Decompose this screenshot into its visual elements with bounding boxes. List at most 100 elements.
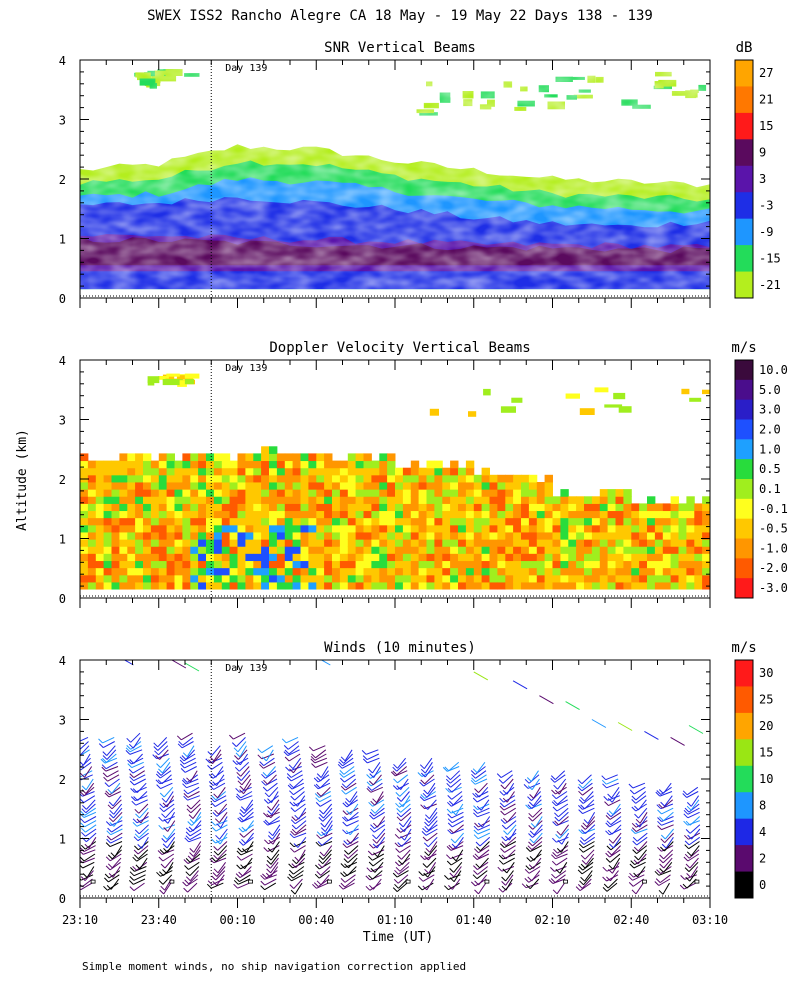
wind-barb-flag bbox=[368, 855, 373, 861]
colorbar-label: 10.0 bbox=[759, 363, 788, 377]
wind-barb-flag bbox=[260, 874, 265, 880]
wind-barb bbox=[481, 816, 491, 828]
doppler-cell bbox=[576, 574, 585, 583]
colorbar-label: -0.5 bbox=[759, 522, 788, 536]
wind-barb-flag bbox=[684, 807, 690, 813]
wind-barb bbox=[80, 882, 93, 891]
wind-barb bbox=[160, 757, 170, 768]
wind-barb-flag bbox=[633, 872, 638, 878]
wind-barb-flag bbox=[320, 827, 326, 832]
wind-barb-flag bbox=[398, 802, 404, 808]
wind-barb bbox=[296, 795, 306, 807]
wind-barb bbox=[85, 782, 95, 794]
wind-barb bbox=[83, 845, 96, 853]
doppler-cell bbox=[576, 581, 585, 590]
doppler-cell bbox=[206, 553, 215, 562]
doppler-cell bbox=[198, 574, 207, 583]
wind-barb-flag bbox=[550, 878, 556, 883]
doppler-cell bbox=[213, 517, 223, 526]
wind-barb bbox=[324, 820, 333, 832]
wind-barb bbox=[240, 853, 253, 861]
wind-barb bbox=[114, 845, 123, 857]
wind-barb-flag bbox=[262, 772, 268, 777]
wind-barb-flag bbox=[184, 879, 190, 885]
doppler-cell bbox=[347, 546, 357, 554]
doppler-cell bbox=[497, 482, 506, 490]
wind-barb-flag bbox=[214, 818, 220, 824]
doppler-cell bbox=[410, 467, 420, 476]
wind-barb-flag bbox=[308, 746, 314, 752]
doppler-cell bbox=[528, 489, 538, 497]
wind-barb bbox=[88, 837, 97, 849]
colorbar-swatch bbox=[735, 379, 753, 401]
wind-barb bbox=[556, 857, 568, 866]
wind-barb-flag bbox=[234, 766, 240, 772]
wind-barb bbox=[531, 799, 542, 809]
wind-barb-flag bbox=[263, 847, 269, 852]
doppler-cell bbox=[300, 460, 309, 469]
doppler-cell bbox=[670, 553, 679, 562]
wind-barb bbox=[609, 853, 621, 863]
doppler-cell bbox=[678, 524, 687, 533]
doppler-cell bbox=[213, 460, 223, 469]
doppler-cell bbox=[458, 574, 467, 583]
doppler-cell bbox=[465, 474, 475, 483]
doppler-cell bbox=[261, 532, 270, 540]
wind-barb-flag bbox=[179, 759, 185, 765]
wind-barb bbox=[531, 870, 541, 882]
wind-barb bbox=[242, 866, 252, 877]
wind-barb-flag bbox=[105, 842, 111, 847]
wind-barb bbox=[347, 849, 359, 859]
doppler-cell bbox=[623, 553, 632, 562]
doppler-cell bbox=[166, 496, 175, 504]
wind-barb-flag bbox=[551, 860, 557, 866]
doppler-cell bbox=[662, 581, 672, 590]
doppler-cell bbox=[623, 510, 632, 519]
wind-barb-flag bbox=[474, 788, 479, 793]
wind-barb-flag bbox=[657, 817, 662, 822]
doppler-cell bbox=[339, 539, 349, 547]
doppler-cell bbox=[80, 482, 89, 490]
wind-barb-flag bbox=[628, 783, 634, 789]
wind-barb bbox=[450, 778, 462, 788]
colorbar-label: 30 bbox=[759, 666, 773, 680]
wind-barb-flag bbox=[98, 743, 104, 748]
wind-barb bbox=[346, 820, 359, 827]
doppler-cell bbox=[253, 453, 262, 462]
wind-barb bbox=[108, 791, 121, 798]
doppler-cell bbox=[158, 503, 168, 512]
doppler-cell bbox=[623, 574, 632, 583]
doppler-cell bbox=[87, 496, 97, 504]
doppler-cell bbox=[237, 467, 246, 476]
doppler-cell bbox=[284, 553, 294, 562]
wind-barb-flag bbox=[634, 813, 639, 819]
doppler-cell bbox=[269, 467, 278, 476]
wind-barb-flag bbox=[135, 864, 141, 870]
wind-barb bbox=[423, 757, 433, 769]
wind-barb bbox=[635, 795, 647, 804]
doppler-cell bbox=[150, 553, 160, 562]
wind-barb-flag bbox=[290, 847, 295, 853]
wind-barb-flag bbox=[602, 887, 608, 892]
wind-barb bbox=[453, 861, 463, 873]
wind-barb bbox=[83, 795, 96, 804]
doppler-cell bbox=[158, 510, 168, 519]
wind-barb bbox=[346, 866, 357, 877]
doppler-cell bbox=[631, 581, 640, 590]
wind-barb-flag bbox=[449, 828, 454, 834]
wind-barb-flag bbox=[239, 785, 245, 791]
wind-barb-flag bbox=[498, 887, 504, 893]
wind-barb bbox=[557, 778, 567, 790]
wind-barb bbox=[193, 845, 202, 857]
wind-barb bbox=[112, 795, 122, 807]
wind-barb bbox=[86, 866, 95, 878]
wind-barb-flag bbox=[344, 863, 349, 869]
wind-barb-flag bbox=[525, 804, 530, 810]
wind-barb bbox=[111, 849, 122, 860]
doppler-cell bbox=[450, 496, 459, 504]
wind-barb bbox=[533, 849, 543, 861]
wind-barb bbox=[270, 857, 279, 869]
doppler-cell bbox=[198, 581, 207, 590]
wind-barb-flag bbox=[106, 835, 112, 841]
wind-barb-flag bbox=[370, 808, 376, 814]
